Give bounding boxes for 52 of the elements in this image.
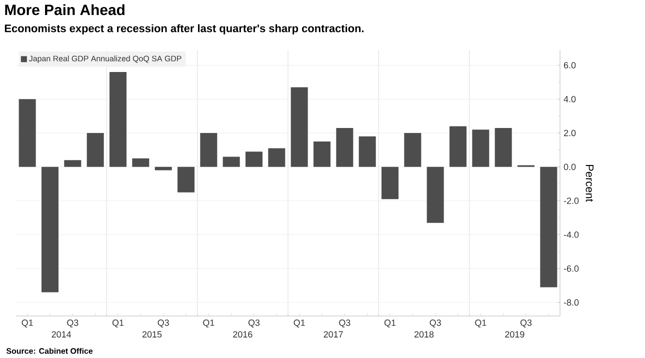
bar [154, 166, 172, 170]
bar [178, 166, 195, 192]
bar [358, 136, 376, 167]
x-tick-label: Q1 [22, 320, 33, 328]
x-tick-label: Q1 [384, 320, 396, 328]
bar [18, 99, 36, 167]
text: 2014 [52, 331, 72, 338]
bar [472, 130, 490, 167]
y-tick-label: -2.0 [564, 198, 579, 204]
bar [132, 158, 150, 167]
bar [110, 72, 127, 167]
text: 2018 [414, 331, 434, 338]
text: 2016 [233, 331, 252, 338]
bar [450, 126, 467, 167]
bar [314, 141, 331, 167]
text: 2019 [505, 331, 524, 338]
y-tick-label: -6.0 [564, 265, 579, 272]
x-tick-label: Q1 [475, 320, 486, 328]
text: 2015 [142, 331, 162, 338]
x-tick-label: Q1 [294, 320, 305, 328]
bar [64, 160, 82, 167]
x-tick-label: Q3 [158, 320, 169, 328]
x-tick-label: Q3 [430, 320, 441, 328]
bar [42, 166, 59, 292]
bar [200, 133, 218, 167]
y-tick-label: 0.0 [564, 164, 576, 170]
y-axis-title: Percent [586, 165, 594, 202]
x-tick-label: Q1 [203, 320, 214, 328]
y-tick-label: 2.0 [564, 130, 576, 136]
bar [222, 156, 240, 167]
text: 2017 [324, 331, 343, 338]
bar [268, 148, 286, 167]
bar [404, 133, 422, 167]
chart-title: More Pain Ahead [5, 4, 124, 16]
bar [290, 87, 308, 167]
bar [382, 166, 399, 200]
bar [426, 166, 444, 223]
bar [336, 128, 354, 167]
x-tick-label: Q1 [112, 320, 124, 328]
bar [494, 128, 512, 167]
y-tick-label: 6.0 [564, 62, 576, 68]
bar [86, 133, 104, 167]
chart-subtitle: Economists expect a recession after last quarter's sharp contraction. [4, 24, 364, 34]
y-tick-label: -8.0 [564, 299, 579, 306]
x-tick-label: Q3 [339, 320, 350, 328]
x-tick-label: Q3 [520, 320, 532, 328]
y-tick-label: -4.0 [564, 231, 579, 238]
bar [246, 152, 263, 167]
y-tick-label: 4.0 [564, 96, 576, 102]
x-tick-label: Q3 [248, 320, 260, 328]
bar [540, 166, 558, 288]
x-tick-label: Q3 [67, 320, 78, 328]
